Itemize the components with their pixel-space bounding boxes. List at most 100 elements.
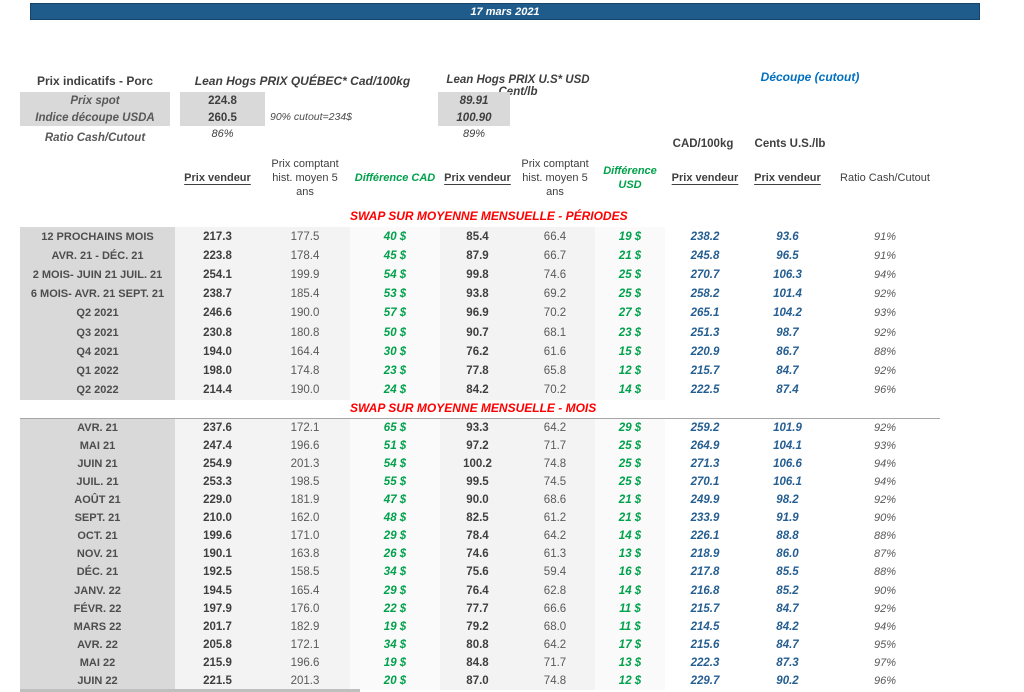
cell-difference-cad: 19 $	[350, 653, 440, 672]
table-row: AOÛT 21 229.0 181.9 47 $ 90.0 68.6 21 $ …	[20, 491, 940, 510]
cell-difference-cad: 54 $	[350, 454, 440, 473]
cell-prix-vendeur-usd: 79.2	[440, 617, 515, 636]
cell-ratio: 92%	[873, 364, 897, 377]
cell-difference-cad: 48 $	[350, 509, 440, 528]
section-rows: AVR. 21 237.6 172.1 65 $ 93.3 64.2 29 $ …	[20, 418, 940, 691]
col-header-cutout-cad: Prix vendeur	[671, 172, 739, 185]
cell-cutout-usd: 98.2	[776, 494, 799, 507]
cell-cutout-cad: 270.7	[690, 268, 720, 281]
cell-prix-vendeur-cad: 201.7	[175, 617, 260, 636]
cell-prix-vendeur-usd: 75.6	[440, 563, 515, 582]
cell-difference-cad: 30 $	[350, 342, 440, 362]
cell-difference-usd: 13 $	[595, 545, 665, 564]
cell-cutout-cad: 233.9	[690, 512, 720, 525]
cell-prix-vendeur-cad: 229.0	[175, 491, 260, 510]
cell-period-label: DÉC. 21	[20, 563, 175, 582]
cell-difference-usd: 14 $	[595, 581, 665, 600]
cell-prix-comptant-cad: 190.0	[260, 303, 350, 323]
cell-difference-usd: 27 $	[595, 303, 665, 323]
cell-prix-vendeur-cad: 246.6	[175, 303, 260, 323]
cell-cutout-cad: 215.7	[690, 364, 720, 377]
cell-prix-comptant-cad: 201.3	[260, 454, 350, 473]
table-row: Q1 2022 198.0 174.8 23 $ 77.8 65.8 12 $ …	[20, 361, 940, 381]
col-header-ratio: Ratio Cash/Cutout	[840, 172, 930, 185]
cell-prix-comptant-usd: 61.6	[515, 342, 595, 362]
cell-prix-vendeur-usd: 93.3	[440, 418, 515, 437]
cell-prix-comptant-cad: 190.0	[260, 380, 350, 400]
col-header-prix-comptant-cad: Prix comptant hist. moyen 5 ans	[271, 158, 339, 198]
cell-prix-comptant-usd: 66.4	[515, 227, 595, 247]
cell-cutout-cad: 249.9	[690, 494, 720, 507]
cell-cutout-cad: 271.3	[690, 457, 720, 470]
cell-difference-usd: 12 $	[595, 361, 665, 381]
cell-difference-cad: 23 $	[350, 361, 440, 381]
cell-cutout-usd: 93.6	[776, 230, 799, 243]
usda-index-us: 100.90	[438, 109, 510, 126]
cell-ratio: 90%	[873, 584, 897, 597]
cell-prix-vendeur-usd: 85.4	[440, 227, 515, 247]
cell-prix-comptant-usd: 70.2	[515, 303, 595, 323]
table-row: SEPT. 21 210.0 162.0 48 $ 82.5 61.2 21 $…	[20, 509, 940, 528]
cell-period-label: Q2 2021	[20, 303, 175, 323]
cell-cutout-cad: 226.1	[690, 530, 720, 543]
cell-period-label: JANV. 22	[20, 581, 175, 600]
cell-difference-cad: 54 $	[350, 265, 440, 285]
cell-prix-comptant-usd: 68.1	[515, 322, 595, 343]
cell-ratio: 94%	[873, 476, 897, 489]
cell-prix-vendeur-usd: 84.8	[440, 653, 515, 672]
cell-prix-comptant-cad: 158.5	[260, 563, 350, 582]
cell-ratio: 88%	[873, 530, 897, 543]
cell-difference-cad: 29 $	[350, 527, 440, 546]
table-row: AVR. 21 237.6 172.1 65 $ 93.3 64.2 29 $ …	[20, 418, 940, 437]
cell-difference-usd: 11 $	[595, 599, 665, 618]
table-row: Q2 2021 246.6 190.0 57 $ 96.9 70.2 27 $ …	[20, 303, 940, 323]
cell-cutout-usd: 84.7	[776, 638, 799, 651]
cell-ratio: 88%	[873, 345, 897, 358]
cell-cutout-usd: 87.4	[776, 384, 799, 397]
cell-prix-vendeur-usd: 74.6	[440, 545, 515, 564]
cell-cutout-usd: 106.3	[773, 268, 802, 281]
cell-prix-comptant-usd: 70.2	[515, 380, 595, 400]
cell-prix-comptant-cad: 196.6	[260, 653, 350, 672]
cell-ratio: 91%	[873, 249, 897, 262]
usda-cutout-index-label: Indice découpe USDA	[20, 109, 170, 126]
cell-cutout-cad: 264.9	[690, 439, 720, 452]
cell-ratio: 97%	[873, 656, 897, 669]
cell-cutout-usd: 84.2	[776, 620, 799, 633]
ratio-cash-cutout-label: Ratio Cash/Cutout	[44, 131, 146, 144]
cell-cutout-usd: 104.2	[773, 307, 802, 320]
cell-prix-comptant-cad: 174.8	[260, 361, 350, 381]
cell-difference-usd: 17 $	[595, 635, 665, 654]
cell-prix-comptant-cad: 165.4	[260, 581, 350, 600]
cell-ratio: 87%	[873, 548, 897, 561]
table-row: 6 MOIS- AVR. 21 SEPT. 21 238.7 185.4 53 …	[20, 284, 940, 304]
cell-period-label: MARS 22	[20, 617, 175, 636]
cell-period-label: OCT. 21	[20, 527, 175, 546]
table-row: FÉVR. 22 197.9 176.0 22 $ 77.7 66.6 11 $…	[20, 599, 940, 618]
cell-prix-vendeur-usd: 100.2	[440, 454, 515, 473]
cell-prix-vendeur-cad: 223.8	[175, 246, 260, 266]
cell-prix-vendeur-cad: 217.3	[175, 227, 260, 247]
cell-cutout-usd: 101.4	[773, 288, 802, 301]
cell-ratio: 96%	[873, 675, 897, 688]
cell-prix-comptant-cad: 199.9	[260, 265, 350, 285]
cell-prix-comptant-usd: 74.8	[515, 454, 595, 473]
ratio-us: 89%	[462, 128, 486, 140]
col-header-difference-cad: Différence CAD	[354, 172, 436, 185]
cell-cutout-usd: 85.5	[776, 566, 799, 579]
cell-ratio: 93%	[873, 307, 897, 320]
cell-difference-usd: 25 $	[595, 436, 665, 455]
cell-prix-comptant-usd: 66.7	[515, 246, 595, 266]
cell-cutout-cad: 259.2	[690, 421, 720, 434]
table-row: JANV. 22 194.5 165.4 29 $ 76.4 62.8 14 $…	[20, 581, 940, 600]
cell-prix-vendeur-usd: 84.2	[440, 380, 515, 400]
cell-ratio: 95%	[873, 638, 897, 651]
cell-prix-comptant-cad: 176.0	[260, 599, 350, 618]
cell-cutout-usd: 90.2	[776, 675, 799, 688]
cell-prix-comptant-usd: 64.2	[515, 418, 595, 437]
cell-cutout-cad: 238.2	[690, 230, 720, 243]
cell-cutout-usd: 104.1	[773, 439, 802, 452]
cell-cutout-cad: 220.9	[690, 345, 720, 358]
cell-difference-usd: 23 $	[595, 322, 665, 343]
cell-period-label: 12 PROCHAINS MOIS	[20, 227, 175, 247]
